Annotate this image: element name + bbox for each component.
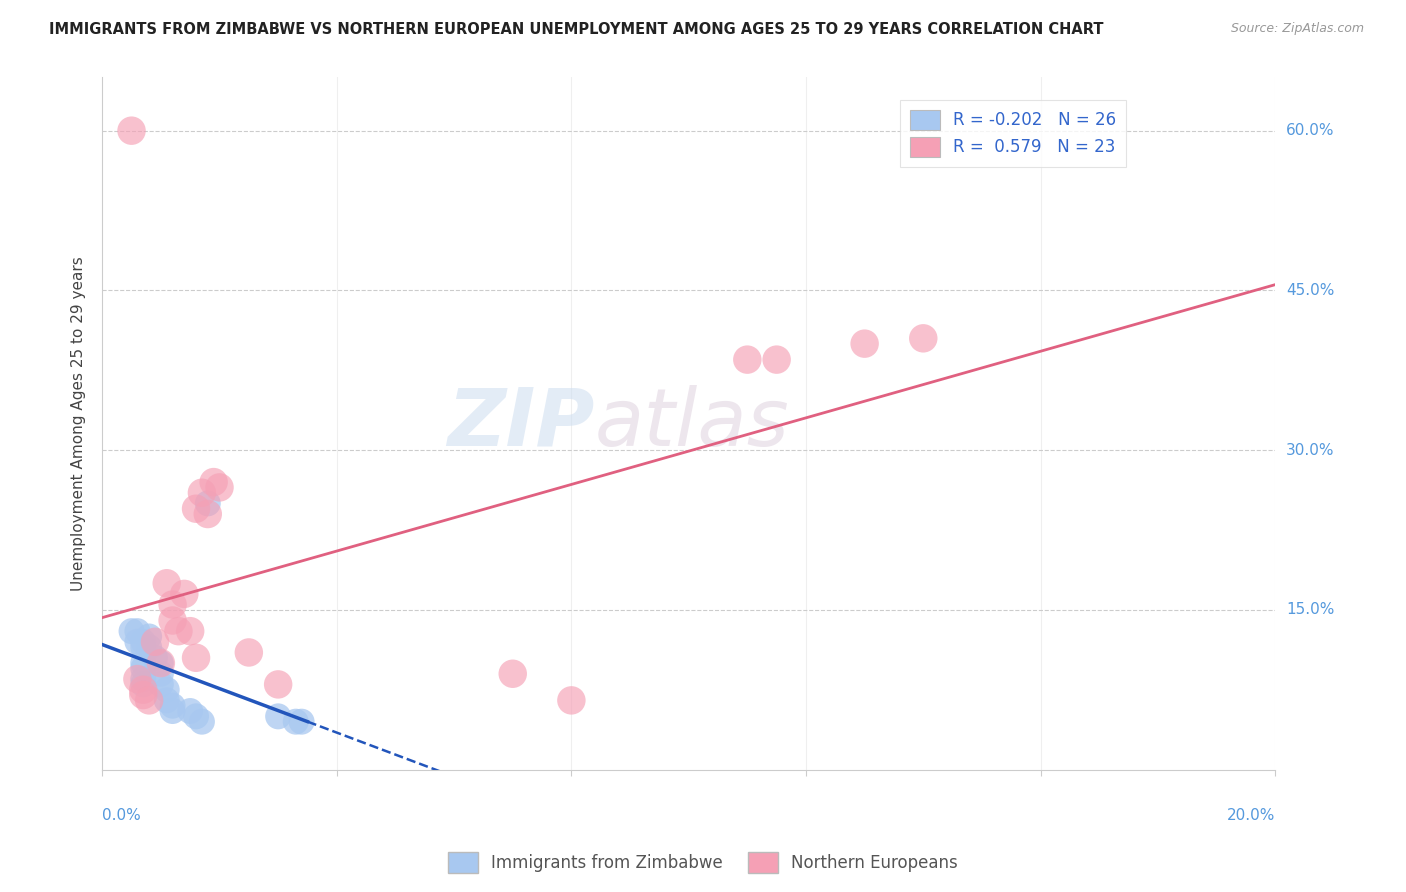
Point <box>132 635 155 649</box>
Point <box>162 614 184 628</box>
Point <box>138 640 160 654</box>
Point <box>162 704 184 718</box>
Point <box>267 709 290 723</box>
Point <box>149 656 172 670</box>
Legend: R = -0.202   N = 26, R =  0.579   N = 23: R = -0.202 N = 26, R = 0.579 N = 23 <box>900 100 1126 167</box>
Text: IMMIGRANTS FROM ZIMBABWE VS NORTHERN EUROPEAN UNEMPLOYMENT AMONG AGES 25 TO 29 Y: IMMIGRANTS FROM ZIMBABWE VS NORTHERN EUR… <box>49 22 1104 37</box>
Point <box>179 624 201 639</box>
Point <box>202 475 225 489</box>
Point <box>121 124 143 138</box>
Text: 20.0%: 20.0% <box>1227 808 1275 823</box>
Point <box>853 336 876 351</box>
Point <box>132 677 155 691</box>
Point <box>121 624 143 639</box>
Point <box>143 635 166 649</box>
Text: atlas: atlas <box>595 384 790 463</box>
Point <box>197 507 219 521</box>
Point <box>149 656 172 670</box>
Point <box>132 656 155 670</box>
Point <box>191 485 214 500</box>
Point <box>127 672 149 686</box>
Point <box>156 576 179 591</box>
Text: 45.0%: 45.0% <box>1286 283 1334 298</box>
Point <box>238 645 260 659</box>
Point <box>737 352 759 367</box>
Point <box>173 587 195 601</box>
Point <box>138 693 160 707</box>
Point <box>208 480 231 494</box>
Point <box>167 624 190 639</box>
Point <box>284 714 307 729</box>
Y-axis label: Unemployment Among Ages 25 to 29 years: Unemployment Among Ages 25 to 29 years <box>72 256 86 591</box>
Point <box>179 704 201 718</box>
Point <box>149 677 172 691</box>
Point <box>191 714 214 729</box>
Point <box>765 352 787 367</box>
Point <box>184 501 207 516</box>
Point <box>912 331 935 345</box>
Legend: Immigrants from Zimbabwe, Northern Europeans: Immigrants from Zimbabwe, Northern Europ… <box>441 846 965 880</box>
Point <box>156 693 179 707</box>
Text: 30.0%: 30.0% <box>1286 442 1334 458</box>
Point <box>502 666 524 681</box>
Text: 0.0%: 0.0% <box>103 808 141 823</box>
Point <box>156 682 179 697</box>
Point <box>132 640 155 654</box>
Point <box>197 496 219 510</box>
Point <box>132 688 155 702</box>
Text: ZIP: ZIP <box>447 384 595 463</box>
Point <box>560 693 582 707</box>
Point <box>143 650 166 665</box>
Point <box>267 677 290 691</box>
Point <box>132 672 155 686</box>
Point <box>132 682 155 697</box>
Point <box>127 635 149 649</box>
Text: 60.0%: 60.0% <box>1286 123 1334 138</box>
Point <box>132 661 155 675</box>
Text: 15.0%: 15.0% <box>1286 602 1334 617</box>
Point <box>291 714 314 729</box>
Point <box>184 650 207 665</box>
Text: Source: ZipAtlas.com: Source: ZipAtlas.com <box>1230 22 1364 36</box>
Point <box>162 598 184 612</box>
Point <box>162 698 184 713</box>
Point <box>127 624 149 639</box>
Point <box>149 666 172 681</box>
Point <box>184 709 207 723</box>
Point <box>138 630 160 644</box>
